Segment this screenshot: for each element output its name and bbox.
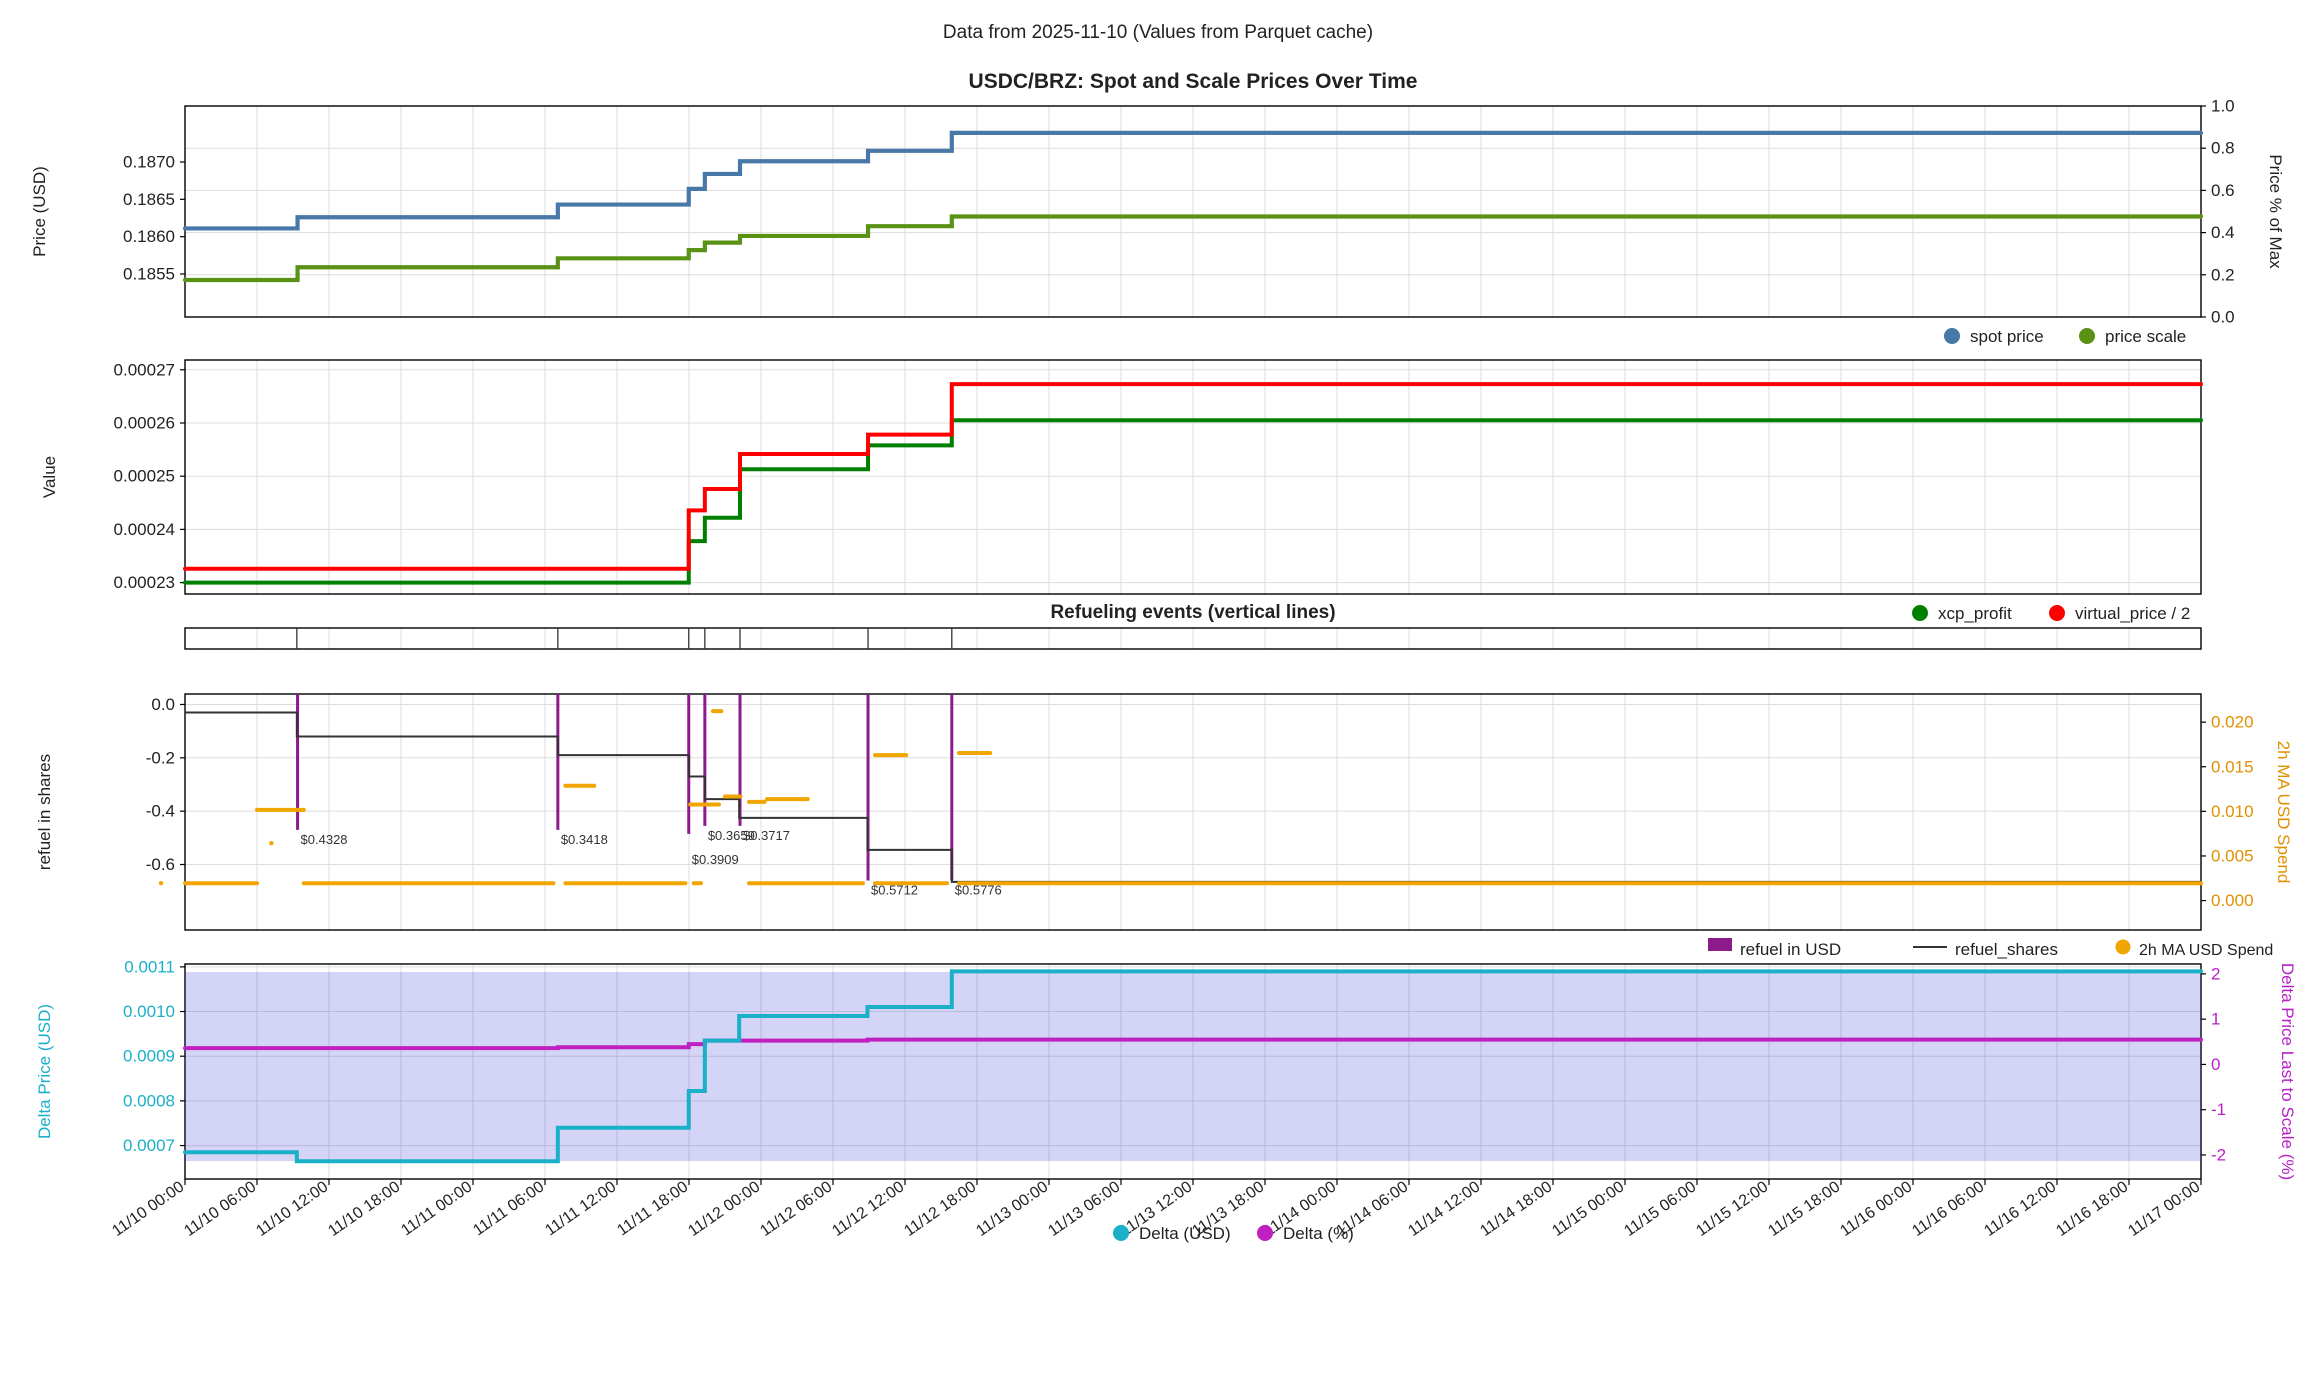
- svg-text:0.00024: 0.00024: [114, 520, 175, 539]
- svg-text:refuel in shares: refuel in shares: [35, 754, 54, 870]
- svg-text:0.0: 0.0: [151, 695, 175, 714]
- svg-text:$0.4328: $0.4328: [301, 832, 348, 847]
- svg-text:Value: Value: [40, 456, 59, 498]
- svg-text:1.0: 1.0: [2211, 97, 2235, 116]
- svg-text:0.00025: 0.00025: [114, 467, 175, 486]
- svg-text:0.0010: 0.0010: [123, 1002, 175, 1021]
- svg-text:0.00027: 0.00027: [114, 360, 175, 379]
- svg-text:0.0008: 0.0008: [123, 1091, 175, 1110]
- svg-text:Delta (%): Delta (%): [1283, 1224, 1354, 1243]
- svg-text:0.0007: 0.0007: [123, 1136, 175, 1155]
- svg-text:refuel in USD: refuel in USD: [1740, 940, 1841, 959]
- svg-text:-0.4: -0.4: [146, 802, 175, 821]
- svg-text:0.0009: 0.0009: [123, 1047, 175, 1066]
- svg-text:0.020: 0.020: [2211, 713, 2254, 732]
- svg-text:0.1865: 0.1865: [123, 190, 175, 209]
- svg-text:0: 0: [2211, 1055, 2220, 1074]
- svg-text:0.00026: 0.00026: [114, 413, 175, 432]
- svg-text:2h MA USD Spend: 2h MA USD Spend: [2274, 741, 2293, 884]
- svg-text:2h MA USD Spend: 2h MA USD Spend: [2139, 942, 2273, 959]
- svg-text:0.00023: 0.00023: [114, 573, 175, 592]
- svg-text:price scale: price scale: [2105, 327, 2186, 346]
- svg-text:0.1860: 0.1860: [123, 227, 175, 246]
- svg-text:0.4: 0.4: [2211, 223, 2235, 242]
- svg-text:Refueling events (vertical lin: Refueling events (vertical lines): [1050, 602, 1335, 623]
- svg-text:spot price: spot price: [1970, 327, 2044, 346]
- svg-text:0.000: 0.000: [2211, 891, 2254, 910]
- svg-text:refuel_shares: refuel_shares: [1955, 940, 2058, 959]
- svg-text:$0.3909: $0.3909: [692, 852, 739, 867]
- svg-text:virtual_price / 2: virtual_price / 2: [2075, 604, 2190, 623]
- svg-text:Price (USD): Price (USD): [30, 166, 49, 257]
- svg-text:0.1855: 0.1855: [123, 265, 175, 284]
- svg-text:-0.2: -0.2: [146, 748, 175, 767]
- svg-text:0.2: 0.2: [2211, 265, 2235, 284]
- svg-text:0.0: 0.0: [2211, 308, 2235, 327]
- svg-text:$0.3418: $0.3418: [561, 832, 608, 847]
- svg-text:0.1870: 0.1870: [123, 153, 175, 172]
- svg-text:2: 2: [2211, 964, 2220, 983]
- svg-text:0.8: 0.8: [2211, 139, 2235, 158]
- svg-text:0.015: 0.015: [2211, 757, 2254, 776]
- svg-text:1: 1: [2211, 1010, 2220, 1029]
- svg-text:Delta Price Last to Scale (%): Delta Price Last to Scale (%): [2278, 963, 2297, 1180]
- svg-text:USDC/BRZ: Spot and Scale Price: USDC/BRZ: Spot and Scale Prices Over Tim…: [969, 70, 1418, 93]
- svg-text:Data from 2025-11-10 (Values f: Data from 2025-11-10 (Values from Parque…: [943, 22, 1373, 43]
- svg-text:$0.3717: $0.3717: [743, 828, 790, 843]
- svg-text:0.0011: 0.0011: [124, 957, 175, 976]
- svg-text:-1: -1: [2211, 1100, 2226, 1119]
- svg-text:xcp_profit: xcp_profit: [1938, 604, 2012, 623]
- svg-text:-0.6: -0.6: [146, 855, 175, 874]
- svg-text:Delta (USD): Delta (USD): [1139, 1224, 1231, 1243]
- svg-text:0.005: 0.005: [2211, 846, 2254, 865]
- svg-text:-2: -2: [2211, 1145, 2226, 1164]
- svg-text:Delta Price (USD): Delta Price (USD): [35, 1004, 54, 1139]
- svg-text:Price % of Max: Price % of Max: [2266, 154, 2285, 269]
- svg-text:0.010: 0.010: [2211, 802, 2254, 821]
- svg-text:0.6: 0.6: [2211, 181, 2235, 200]
